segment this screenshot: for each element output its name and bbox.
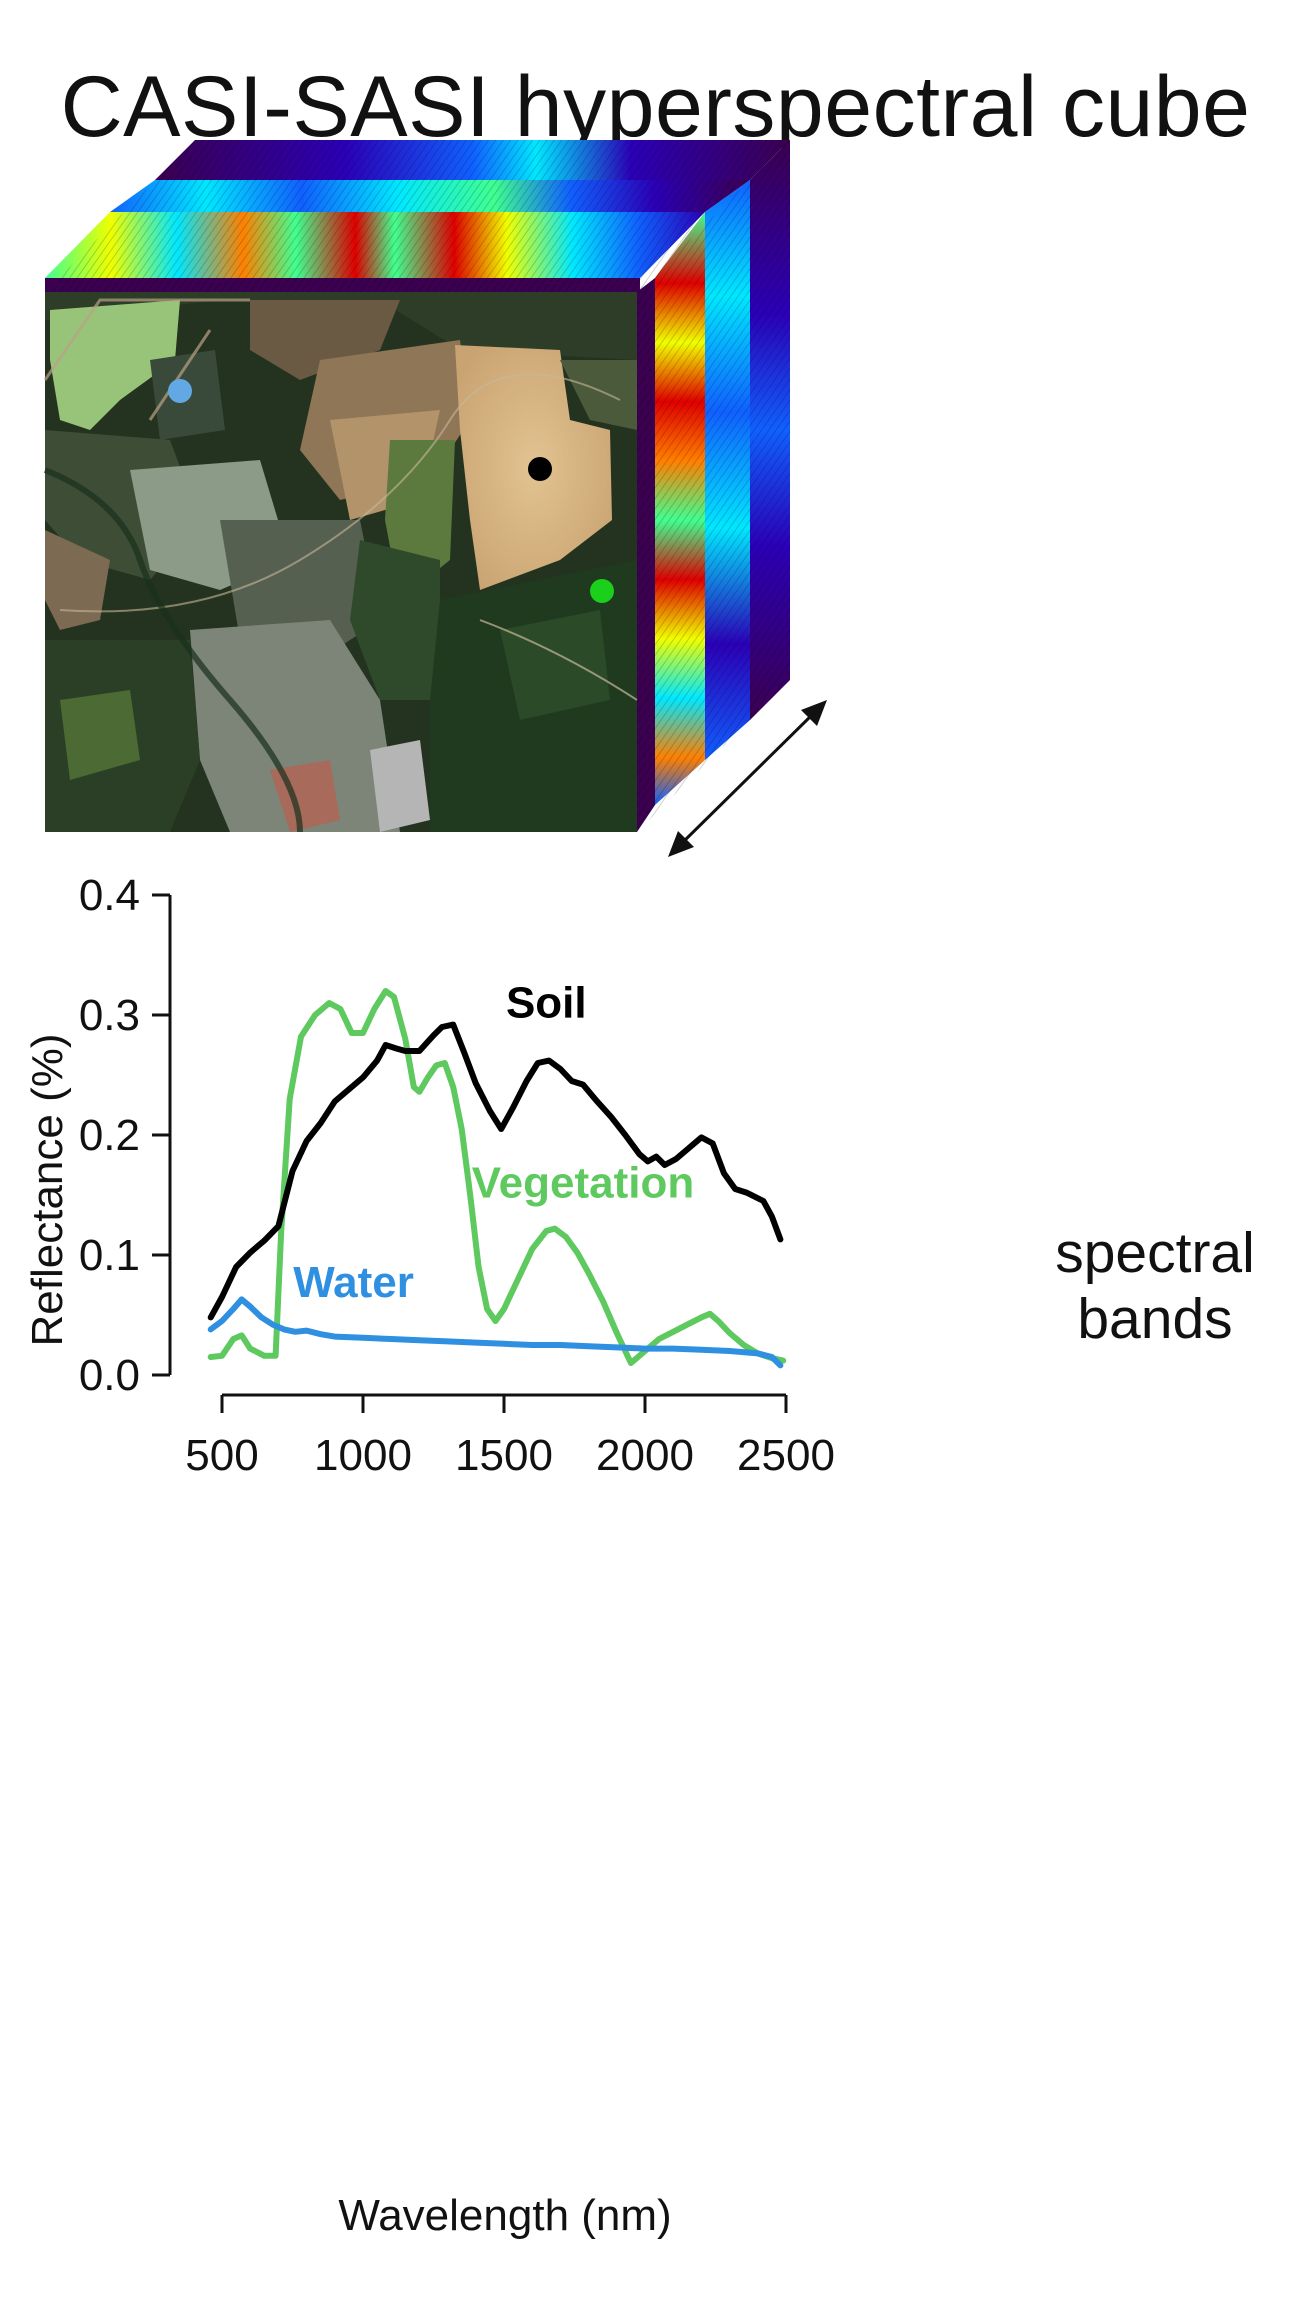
spectral-bands-line2: bands [1077, 1287, 1233, 1351]
chart-series-labels: Soil Vegetation Water [293, 978, 694, 1307]
series-label-vegetation: Vegetation [472, 1158, 695, 1207]
series-label-soil: Soil [506, 978, 587, 1027]
y-tick-label: 0.4 [79, 871, 140, 920]
series-line-vegetation [207, 988, 787, 1366]
hyperspectral-cube [43, 140, 827, 857]
spectral-bands-line1: spectral [1055, 1221, 1255, 1285]
x-tick-label: 2000 [596, 1431, 694, 1480]
y-tick-label: 0.3 [79, 991, 140, 1040]
x-axis-title: Wavelength (nm) [338, 2191, 671, 2240]
chart-axes: 0.0 0.1 0.2 0.3 0.4 500 1000 1500 2000 2500 [79, 871, 835, 1480]
spectral-bands-label: spectral bands [1020, 1220, 1290, 1352]
figure-title: CASI-SASI hyperspectral cube [60, 59, 1251, 155]
x-tick-label: 2500 [737, 1431, 835, 1480]
y-axis-title: Reflectance (%) [23, 1033, 72, 1346]
series-line-water [207, 1296, 784, 1369]
series-label-water: Water [293, 1258, 414, 1307]
x-tick-label: 500 [185, 1431, 258, 1480]
y-tick-label: 0.1 [79, 1231, 140, 1280]
y-tick-label: 0.2 [79, 1111, 140, 1160]
y-tick-label: 0.0 [79, 1351, 140, 1400]
aerial-image [43, 292, 638, 833]
water-marker [168, 379, 192, 403]
x-tick-label: 1500 [455, 1431, 553, 1480]
soil-marker [528, 457, 552, 481]
vegetation-marker [590, 579, 614, 603]
series-line-soil [207, 1021, 784, 1321]
spectral-bands-arrow [668, 700, 827, 857]
chart-series [207, 988, 787, 1369]
x-tick-label: 1000 [314, 1431, 412, 1480]
